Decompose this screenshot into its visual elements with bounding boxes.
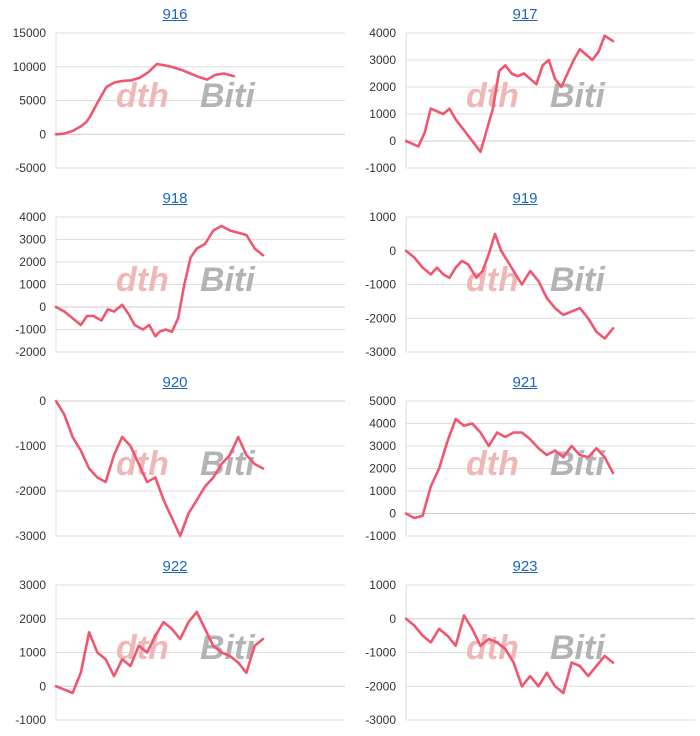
y-tick-label: -2000 xyxy=(365,679,396,693)
y-tick-label: 0 xyxy=(39,300,46,314)
y-tick-label: -5000 xyxy=(15,161,46,175)
chart-svg-921: 5000 4000 3000 2000 1000 0 -1000 dth Biti xyxy=(365,394,695,543)
chart-panel-922: 922 3000 2000 1000 0 -1000 dth Biti xyxy=(0,552,350,736)
chart-title-916[interactable]: 916 xyxy=(162,6,188,23)
series-line xyxy=(54,399,265,538)
chart-title-921[interactable]: 921 xyxy=(512,374,538,391)
watermark-logo: dth Biti xyxy=(116,261,256,299)
series-line xyxy=(404,232,615,340)
chart-svg-922: 3000 2000 1000 0 -1000 dth Biti xyxy=(15,578,345,727)
chart-title-922[interactable]: 922 xyxy=(162,558,188,575)
y-tick-label: -2000 xyxy=(15,345,46,359)
y-tick-label: -2000 xyxy=(365,311,396,325)
y-tick-label: 0 xyxy=(389,134,396,148)
chart-panel-920: 920 0 -1000 -2000 -3000 dth Biti xyxy=(0,368,350,552)
y-tick-label: 1000 xyxy=(19,646,46,660)
svg-text:Biti: Biti xyxy=(550,261,606,299)
y-tick-label: 0 xyxy=(389,507,396,521)
chart-panel-916: 916 15000 10000 5000 0 -5000 dth Biti xyxy=(0,0,350,184)
y-tick-label: 5000 xyxy=(369,394,396,408)
y-tick-label: 5000 xyxy=(19,94,46,108)
y-tick-label: 2000 xyxy=(369,80,396,94)
y-tick-label: 2000 xyxy=(19,255,46,269)
svg-text:Biti: Biti xyxy=(200,77,256,115)
svg-text:dth: dth xyxy=(116,261,169,299)
chart-panel-923: 923 1000 0 -1000 -2000 -3000 dth Biti xyxy=(350,552,700,736)
y-tick-label: 3000 xyxy=(369,53,396,67)
svg-text:Biti: Biti xyxy=(200,261,256,299)
chart-svg-920: 0 -1000 -2000 -3000 dth Biti xyxy=(15,394,345,543)
y-tick-label: 4000 xyxy=(369,26,396,40)
y-tick-label: 15000 xyxy=(13,26,47,40)
chart-svg-919: 1000 0 -1000 -2000 -3000 dth Biti xyxy=(365,210,695,359)
y-tick-label: 1000 xyxy=(369,484,396,498)
y-tick-label: -1000 xyxy=(365,278,396,292)
chart-svg-918: 4000 3000 2000 1000 0 -1000 -2000 dth Biti xyxy=(15,210,345,359)
y-tick-label: 2000 xyxy=(19,612,46,626)
y-tick-label: -1000 xyxy=(15,439,46,453)
y-tick-label: 0 xyxy=(39,394,46,408)
chart-title-923[interactable]: 923 xyxy=(512,558,538,575)
chart-svg-923: 1000 0 -1000 -2000 -3000 dth Biti xyxy=(365,578,695,727)
y-tick-label: 1000 xyxy=(19,278,46,292)
y-tick-label: 10000 xyxy=(13,60,47,74)
chart-panel-919: 919 1000 0 -1000 -2000 -3000 dth Biti xyxy=(350,184,700,368)
y-tick-label: 4000 xyxy=(19,210,46,224)
y-tick-label: -1000 xyxy=(365,529,396,543)
chart-panel-921: 921 5000 4000 3000 2000 1000 0 -1000 dth Biti xyxy=(350,368,700,552)
y-tick-label: -1000 xyxy=(365,646,396,660)
series-line xyxy=(404,34,615,154)
svg-text:Biti: Biti xyxy=(200,445,256,483)
watermark-logo: dth Biti xyxy=(466,445,606,483)
y-tick-label: -2000 xyxy=(15,484,46,498)
y-tick-label: 4000 xyxy=(369,417,396,431)
series-line xyxy=(404,614,615,695)
y-tick-label: 1000 xyxy=(369,210,396,224)
chart-title-920[interactable]: 920 xyxy=(162,374,188,391)
chart-title-919[interactable]: 919 xyxy=(512,190,538,207)
chart-svg-916: 15000 10000 5000 0 -5000 dth Biti xyxy=(13,26,345,175)
y-tick-label: -1000 xyxy=(15,713,46,727)
y-tick-label: -1000 xyxy=(365,161,396,175)
svg-text:dth: dth xyxy=(116,445,169,483)
chart-title-918[interactable]: 918 xyxy=(162,190,188,207)
y-tick-label: 3000 xyxy=(369,439,396,453)
chart-panel-918: 918 4000 3000 2000 1000 0 -1000 -2000 dth Biti xyxy=(0,184,350,368)
chart-title-917[interactable]: 917 xyxy=(512,6,538,23)
y-tick-label: 1000 xyxy=(369,578,396,592)
y-tick-label: -3000 xyxy=(365,713,396,727)
svg-text:dth: dth xyxy=(466,445,519,483)
y-tick-label: -3000 xyxy=(15,529,46,543)
y-tick-label: 0 xyxy=(389,244,396,258)
y-tick-label: 0 xyxy=(389,612,396,626)
watermark-logo: dth Biti xyxy=(466,629,606,667)
y-tick-label: -1000 xyxy=(15,323,46,337)
watermark-logo: dth Biti xyxy=(116,445,256,483)
y-tick-label: 1000 xyxy=(369,107,396,121)
series-line xyxy=(54,62,236,136)
watermark-logo: dth Biti xyxy=(116,77,256,115)
y-tick-label: 3000 xyxy=(19,233,46,247)
chart-panel-917: 917 4000 3000 2000 1000 0 -1000 dth Biti xyxy=(350,0,700,184)
series-line xyxy=(404,417,615,520)
svg-text:dth: dth xyxy=(116,77,169,115)
watermark-logo: dth Biti xyxy=(116,629,256,667)
series-line xyxy=(54,224,265,338)
y-tick-label: 0 xyxy=(39,679,46,693)
y-tick-label: -3000 xyxy=(365,345,396,359)
y-tick-label: 3000 xyxy=(19,578,46,592)
svg-text:Biti: Biti xyxy=(550,629,606,667)
series-line xyxy=(54,610,265,695)
y-tick-label: 2000 xyxy=(369,462,396,476)
watermark-logo: dth Biti xyxy=(466,261,606,299)
y-tick-label: 0 xyxy=(39,127,46,141)
